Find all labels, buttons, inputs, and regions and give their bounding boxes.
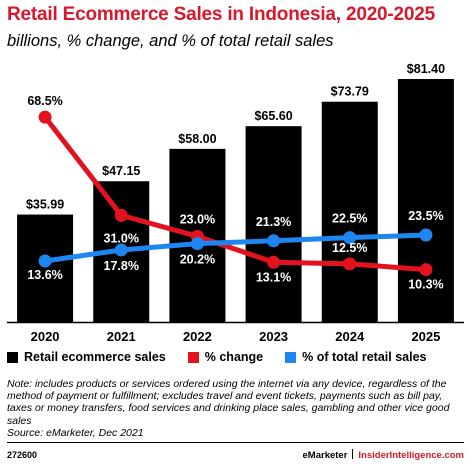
pct-change-label-2020: 68.5% xyxy=(27,94,62,108)
bar-2020 xyxy=(17,214,74,322)
legend-item-sales: Retail ecommerce sales xyxy=(7,350,166,364)
pct-change-label-2021: 31.0% xyxy=(104,231,139,245)
brand-separator xyxy=(352,449,354,459)
legend-label-share: % of total retail sales xyxy=(302,350,427,364)
source-text: Source: eMarketer, Dec 2021 xyxy=(7,426,144,439)
pct-change-label-2022: 23.0% xyxy=(180,212,215,226)
bar-2025 xyxy=(397,79,454,322)
legend-label-sales: Retail ecommerce sales xyxy=(24,350,166,364)
chart-plot: $35.99 $47.15 $58.00 $65.60 $73.79 $81.40 2020… xyxy=(7,62,464,344)
chart-id: 272600 xyxy=(7,450,38,460)
pct-share-point-2025 xyxy=(419,228,433,242)
bar-label-2020: $35.99 xyxy=(26,198,64,212)
pct-share-point-2022 xyxy=(190,237,204,251)
pct-share-label-2020: 13.6% xyxy=(27,268,62,282)
x-tick-2023: 2023 xyxy=(259,329,288,344)
pct-share-label-2023: 21.3% xyxy=(256,215,291,229)
x-tick-2022: 2022 xyxy=(183,329,212,344)
pct-share-point-2021 xyxy=(114,243,128,257)
pct-change-point-2020 xyxy=(38,110,52,124)
bar-label-2021: $47.15 xyxy=(102,164,140,178)
pct-change-label-2023: 13.1% xyxy=(256,270,291,284)
pct-change-point-2021 xyxy=(114,208,128,222)
bar-2024 xyxy=(321,101,378,323)
x-tick-2025: 2025 xyxy=(411,329,440,344)
pct-share-line xyxy=(42,232,429,264)
pct-change-label-2025: 10.3% xyxy=(408,278,443,292)
x-tick-2024: 2024 xyxy=(335,329,365,344)
legend-swatch-sales xyxy=(7,351,18,363)
footer-brand: eMarketer InsiderIntelligence.com xyxy=(303,449,464,461)
legend-item-share: % of total retail sales xyxy=(285,350,426,364)
bar-2023 xyxy=(245,126,302,322)
pct-change-label-2024: 12.5% xyxy=(332,241,367,255)
chart-legend: Retail ecommerce sales % change % of tot… xyxy=(7,350,448,364)
brand-insider-intelligence: InsiderIntelligence.com xyxy=(358,450,464,461)
pct-share-point-2023 xyxy=(267,234,281,248)
pct-change-point-2023 xyxy=(267,255,281,269)
brand-emarketer: eMarketer xyxy=(302,450,348,461)
chart-note: Note: includes products or services orde… xyxy=(7,378,465,439)
legend-item-change: % change xyxy=(187,350,264,364)
pct-change-point-2025 xyxy=(419,263,433,277)
footer-divider xyxy=(7,442,464,443)
pct-change-line xyxy=(42,114,429,273)
note-text: Note: includes products or services orde… xyxy=(7,378,450,427)
pct-share-label-2024: 22.5% xyxy=(332,212,367,226)
chart-subtitle: billions, % change, and % of total retai… xyxy=(7,32,334,50)
legend-swatch-change xyxy=(187,351,199,363)
pct-share-point-2020 xyxy=(38,254,52,268)
pct-share-label-2022: 20.2% xyxy=(180,253,215,267)
x-tick-2021: 2021 xyxy=(107,329,136,344)
pct-share-label-2025: 23.5% xyxy=(408,209,443,223)
legend-swatch-share xyxy=(285,351,297,363)
bar-label-2023: $65.60 xyxy=(254,109,292,123)
pct-change-point-2024 xyxy=(343,257,357,271)
legend-label-change: % change xyxy=(204,350,264,364)
bar-label-2024: $73.79 xyxy=(331,85,369,99)
bar-label-2025: $81.40 xyxy=(407,62,445,76)
pct-share-point-2024 xyxy=(343,231,357,245)
pct-share-label-2021: 17.8% xyxy=(104,259,139,273)
bar-label-2022: $58.00 xyxy=(178,132,216,146)
chart-title: Retail Ecommerce Sales in Indonesia, 202… xyxy=(7,4,436,25)
x-tick-2020: 2020 xyxy=(31,329,60,344)
